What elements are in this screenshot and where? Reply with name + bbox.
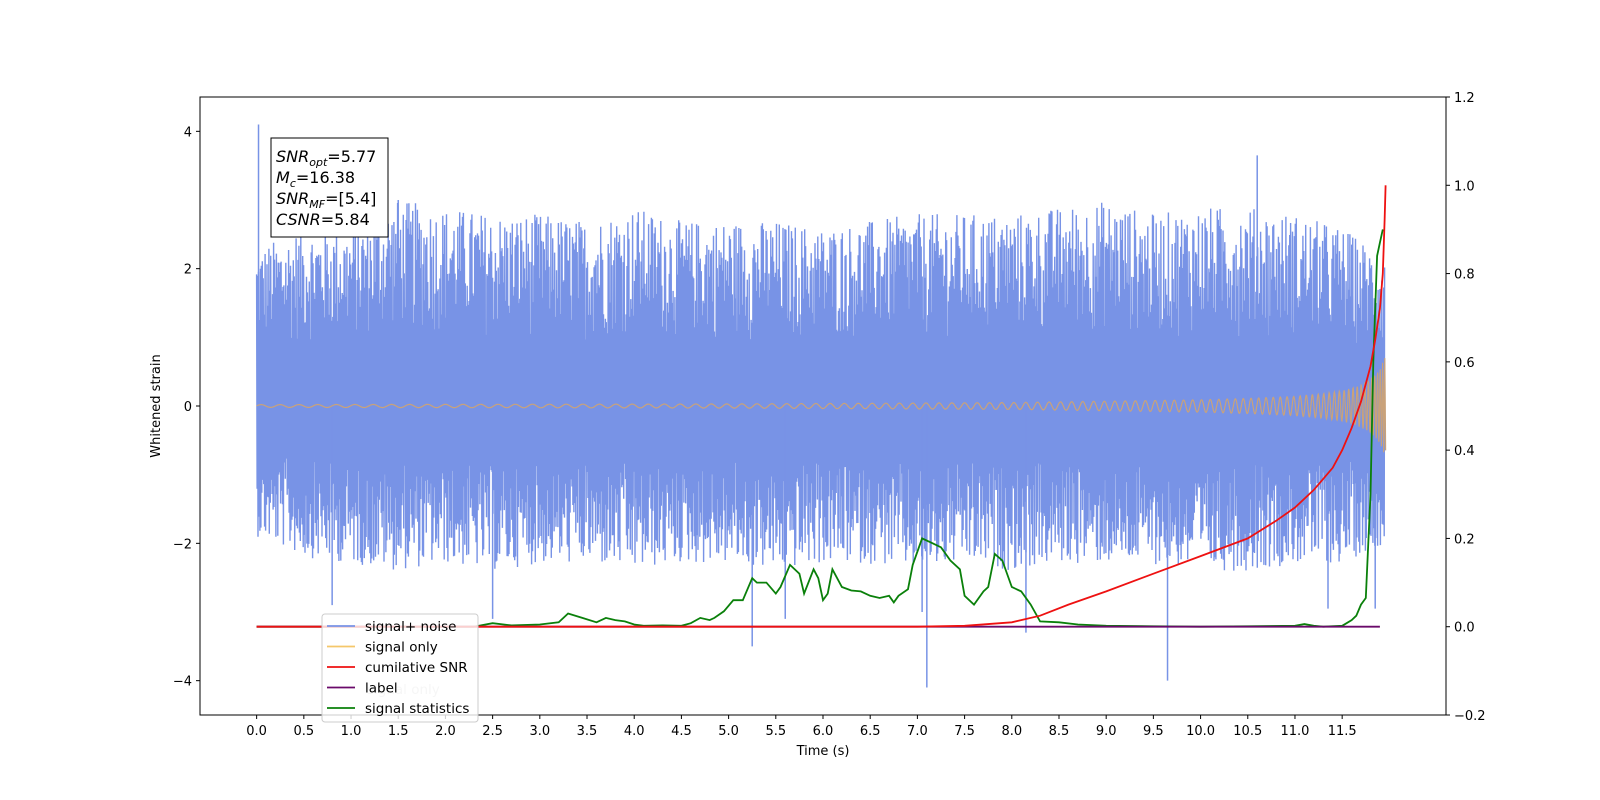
y-tick-label: −2 [173, 537, 192, 552]
x-tick-label: 11.5 [1328, 724, 1357, 739]
y2-axis: −0.2 0.0 0.2 0.4 0.6 0.8 1.0 1.2 [1446, 91, 1486, 724]
y2-tick-label: 1.2 [1454, 91, 1475, 106]
x-tick-label: 1.0 [341, 724, 362, 739]
annotation-line: SNRMF=[5.4] [276, 189, 376, 211]
x-tick-label: 5.0 [718, 724, 739, 739]
y2-tick-label: 1.0 [1454, 179, 1475, 194]
x-tick-label: 6.5 [860, 724, 881, 739]
x-tick-label: 8.0 [1001, 724, 1022, 739]
x-tick-label: 5.5 [765, 724, 786, 739]
y2-tick-label: 0.2 [1454, 532, 1475, 547]
y-tick-label: −4 [173, 675, 192, 690]
annotation-line: CSNR=5.84 [276, 210, 370, 229]
annotation-frame [270, 137, 389, 238]
x-tick-label: 0.5 [293, 724, 314, 739]
x-tick-label: 9.5 [1143, 724, 1164, 739]
y2-tick-label: 0.0 [1454, 621, 1475, 636]
series-line-signal-only [256, 358, 1387, 453]
y-axis: −4 −2 0 2 4 [173, 125, 200, 690]
legend-entry: cumilative SNR [365, 660, 468, 676]
series-line-signal-noise [255, 202, 1386, 571]
legend-entry: signal only [365, 640, 438, 656]
x-tick-label: 2.0 [435, 724, 456, 739]
legend-entry: label [365, 681, 398, 697]
y2-tick-label: 0.4 [1454, 444, 1475, 459]
x-tick-label: 4.0 [624, 724, 645, 739]
x-tick-label: 1.5 [388, 724, 409, 739]
x-tick-label: 7.5 [954, 724, 975, 739]
legend-entry: signal statistics [365, 701, 469, 717]
x-tick-label: 4.5 [671, 724, 692, 739]
x-tick-label: 3.5 [577, 724, 598, 739]
x-axis-label: Time (s) [796, 744, 850, 759]
annotation-line: SNRopt=5.77 [276, 147, 376, 169]
y-tick-label: 2 [184, 263, 192, 278]
series-line-cumulative-snr [256, 185, 1387, 628]
y-tick-label: 0 [184, 400, 192, 415]
y-tick-label: 4 [184, 125, 192, 140]
x-tick-label: 9.0 [1096, 724, 1117, 739]
y-axis-label: Whitened strain [149, 354, 164, 457]
x-tick-label: 11.0 [1280, 724, 1309, 739]
y2-tick-label: 0.6 [1454, 356, 1475, 371]
x-tick-label: 2.5 [482, 724, 503, 739]
x-tick-label: 0.0 [246, 724, 267, 739]
y2-tick-label: −0.2 [1454, 709, 1486, 724]
annotation-line: Mc=16.38 [276, 168, 355, 190]
x-tick-label: 10.5 [1233, 724, 1262, 739]
x-tick-label: 3.0 [529, 724, 550, 739]
x-tick-label: 10.0 [1186, 724, 1215, 739]
x-axis: 0.0 0.5 1.0 1.5 2.0 2.5 3.0 3.5 4.0 4.5 5.0 5.5 6.0 6… [246, 715, 1357, 739]
legend-entry: signal+ noise [365, 619, 456, 635]
y2-tick-label: 0.8 [1454, 268, 1475, 283]
x-tick-label: 7.0 [907, 724, 928, 739]
plot-area [255, 124, 1387, 688]
x-tick-label: 8.5 [1049, 724, 1070, 739]
x-tick-label: 6.0 [813, 724, 834, 739]
legend-frame [321, 613, 479, 723]
